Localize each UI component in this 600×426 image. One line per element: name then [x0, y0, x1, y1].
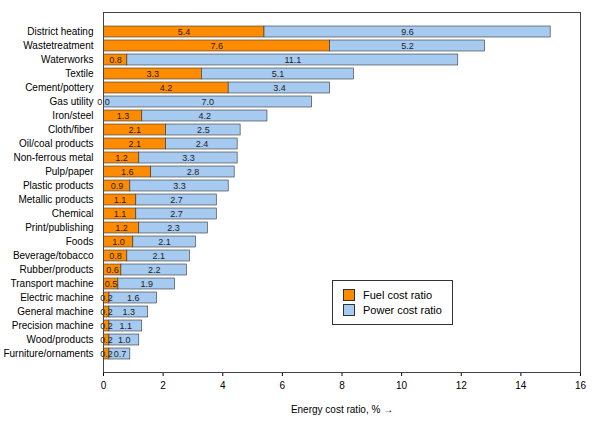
svg-text:Oil/coal products: Oil/coal products — [19, 138, 93, 149]
svg-text:Wood/products: Wood/products — [26, 334, 93, 345]
html-text:Fuel cost ratio: Fuel cost ratio — [363, 289, 433, 301]
svg-text:0.6: 0.6 — [106, 265, 119, 275]
svg-text:10: 10 — [396, 380, 408, 391]
svg-text:8: 8 — [339, 380, 345, 391]
svg-text:Transport machine: Transport machine — [11, 278, 94, 289]
svg-text:1.3: 1.3 — [117, 111, 130, 121]
svg-text:4.2: 4.2 — [199, 111, 212, 121]
svg-text:2.1: 2.1 — [129, 139, 142, 149]
svg-text:0.8: 0.8 — [109, 251, 122, 261]
svg-text:2.4: 2.4 — [196, 139, 209, 149]
svg-text:0.2: 0.2 — [100, 293, 113, 303]
svg-text:District heating: District heating — [27, 26, 93, 37]
svg-text:0.2: 0.2 — [100, 349, 113, 359]
svg-text:1.1: 1.1 — [114, 195, 127, 205]
html-text:Power cost ratio: Power cost ratio — [363, 304, 442, 316]
svg-text:5.2: 5.2 — [401, 41, 414, 51]
svg-text:1.1: 1.1 — [114, 209, 127, 219]
svg-text:Textile: Textile — [65, 68, 94, 79]
svg-text:0.0: 0.0 — [97, 96, 110, 107]
svg-text:2: 2 — [160, 380, 166, 391]
svg-text:6: 6 — [280, 380, 286, 391]
svg-text:2.7: 2.7 — [170, 195, 183, 205]
svg-text:Waterworks: Waterworks — [41, 54, 93, 65]
svg-text:Non-ferrous metal: Non-ferrous metal — [13, 152, 93, 163]
svg-text:Plastic products: Plastic products — [23, 180, 94, 191]
svg-text:Foods: Foods — [66, 236, 94, 247]
svg-text:1.0: 1.0 — [112, 237, 125, 247]
svg-text:1.1: 1.1 — [120, 321, 133, 331]
svg-text:2.7: 2.7 — [170, 209, 183, 219]
svg-text:Chemical: Chemical — [52, 208, 94, 219]
svg-text:2.5: 2.5 — [197, 125, 210, 135]
svg-text:2.1: 2.1 — [158, 237, 171, 247]
svg-text:0.2: 0.2 — [100, 335, 113, 345]
svg-text:Electric machine: Electric machine — [20, 292, 94, 303]
svg-text:Precision machine: Precision machine — [12, 320, 94, 331]
svg-text:2.1: 2.1 — [152, 251, 165, 261]
svg-text:0.2: 0.2 — [100, 321, 113, 331]
svg-text:Rubber/products: Rubber/products — [20, 264, 94, 275]
svg-text:0.9: 0.9 — [111, 181, 124, 191]
svg-text:4.2: 4.2 — [160, 83, 173, 93]
svg-text:0.7: 0.7 — [114, 349, 127, 359]
svg-text:1.2: 1.2 — [115, 223, 128, 233]
svg-text:Metallic products: Metallic products — [18, 194, 93, 205]
svg-text:Energy cost ratio, % →: Energy cost ratio, % → — [291, 404, 393, 415]
svg-text:5.1: 5.1 — [272, 69, 285, 79]
svg-text:2.1: 2.1 — [129, 125, 142, 135]
svg-text:0: 0 — [101, 380, 107, 391]
svg-text:Iron/steel: Iron/steel — [52, 110, 93, 121]
svg-text:1.6: 1.6 — [127, 293, 140, 303]
svg-text:Gas utility: Gas utility — [50, 96, 94, 107]
svg-text:Wastetreatment: Wastetreatment — [23, 40, 93, 51]
svg-text:16: 16 — [575, 380, 587, 391]
svg-text:3.3: 3.3 — [182, 153, 195, 163]
svg-text:Cement/pottery: Cement/pottery — [25, 82, 93, 93]
svg-text:Cloth/fiber: Cloth/fiber — [48, 124, 94, 135]
svg-text:11.1: 11.1 — [284, 55, 301, 65]
svg-text:3.3: 3.3 — [146, 69, 159, 79]
svg-text:4: 4 — [220, 380, 226, 391]
svg-text:Furniture/ornaments: Furniture/ornaments — [3, 348, 93, 359]
svg-text:3.3: 3.3 — [173, 181, 186, 191]
svg-text:0.5: 0.5 — [105, 279, 118, 289]
svg-text:1.3: 1.3 — [123, 307, 136, 317]
svg-text:9.6: 9.6 — [401, 27, 414, 37]
svg-text:2.8: 2.8 — [187, 167, 200, 177]
svg-text:1.0: 1.0 — [118, 335, 131, 345]
svg-text:1.6: 1.6 — [121, 167, 134, 177]
svg-text:2.3: 2.3 — [167, 223, 180, 233]
svg-text:1.9: 1.9 — [140, 279, 153, 289]
svg-text:7.0: 7.0 — [202, 97, 215, 107]
svg-text:Pulp/paper: Pulp/paper — [45, 166, 94, 177]
svg-text:2.2: 2.2 — [148, 265, 161, 275]
svg-text:5.4: 5.4 — [178, 27, 191, 37]
svg-text:Print/publishing: Print/publishing — [25, 222, 93, 233]
svg-text:7.6: 7.6 — [211, 41, 224, 51]
svg-text:0.8: 0.8 — [109, 55, 122, 65]
svg-text:Beverage/tobacco: Beverage/tobacco — [13, 250, 94, 261]
svg-text:1.2: 1.2 — [115, 153, 128, 163]
svg-text:0.2: 0.2 — [100, 307, 113, 317]
svg-text:General machine: General machine — [17, 306, 94, 317]
svg-text:12: 12 — [456, 380, 468, 391]
svg-text:14: 14 — [515, 380, 527, 391]
svg-text:3.4: 3.4 — [273, 83, 286, 93]
